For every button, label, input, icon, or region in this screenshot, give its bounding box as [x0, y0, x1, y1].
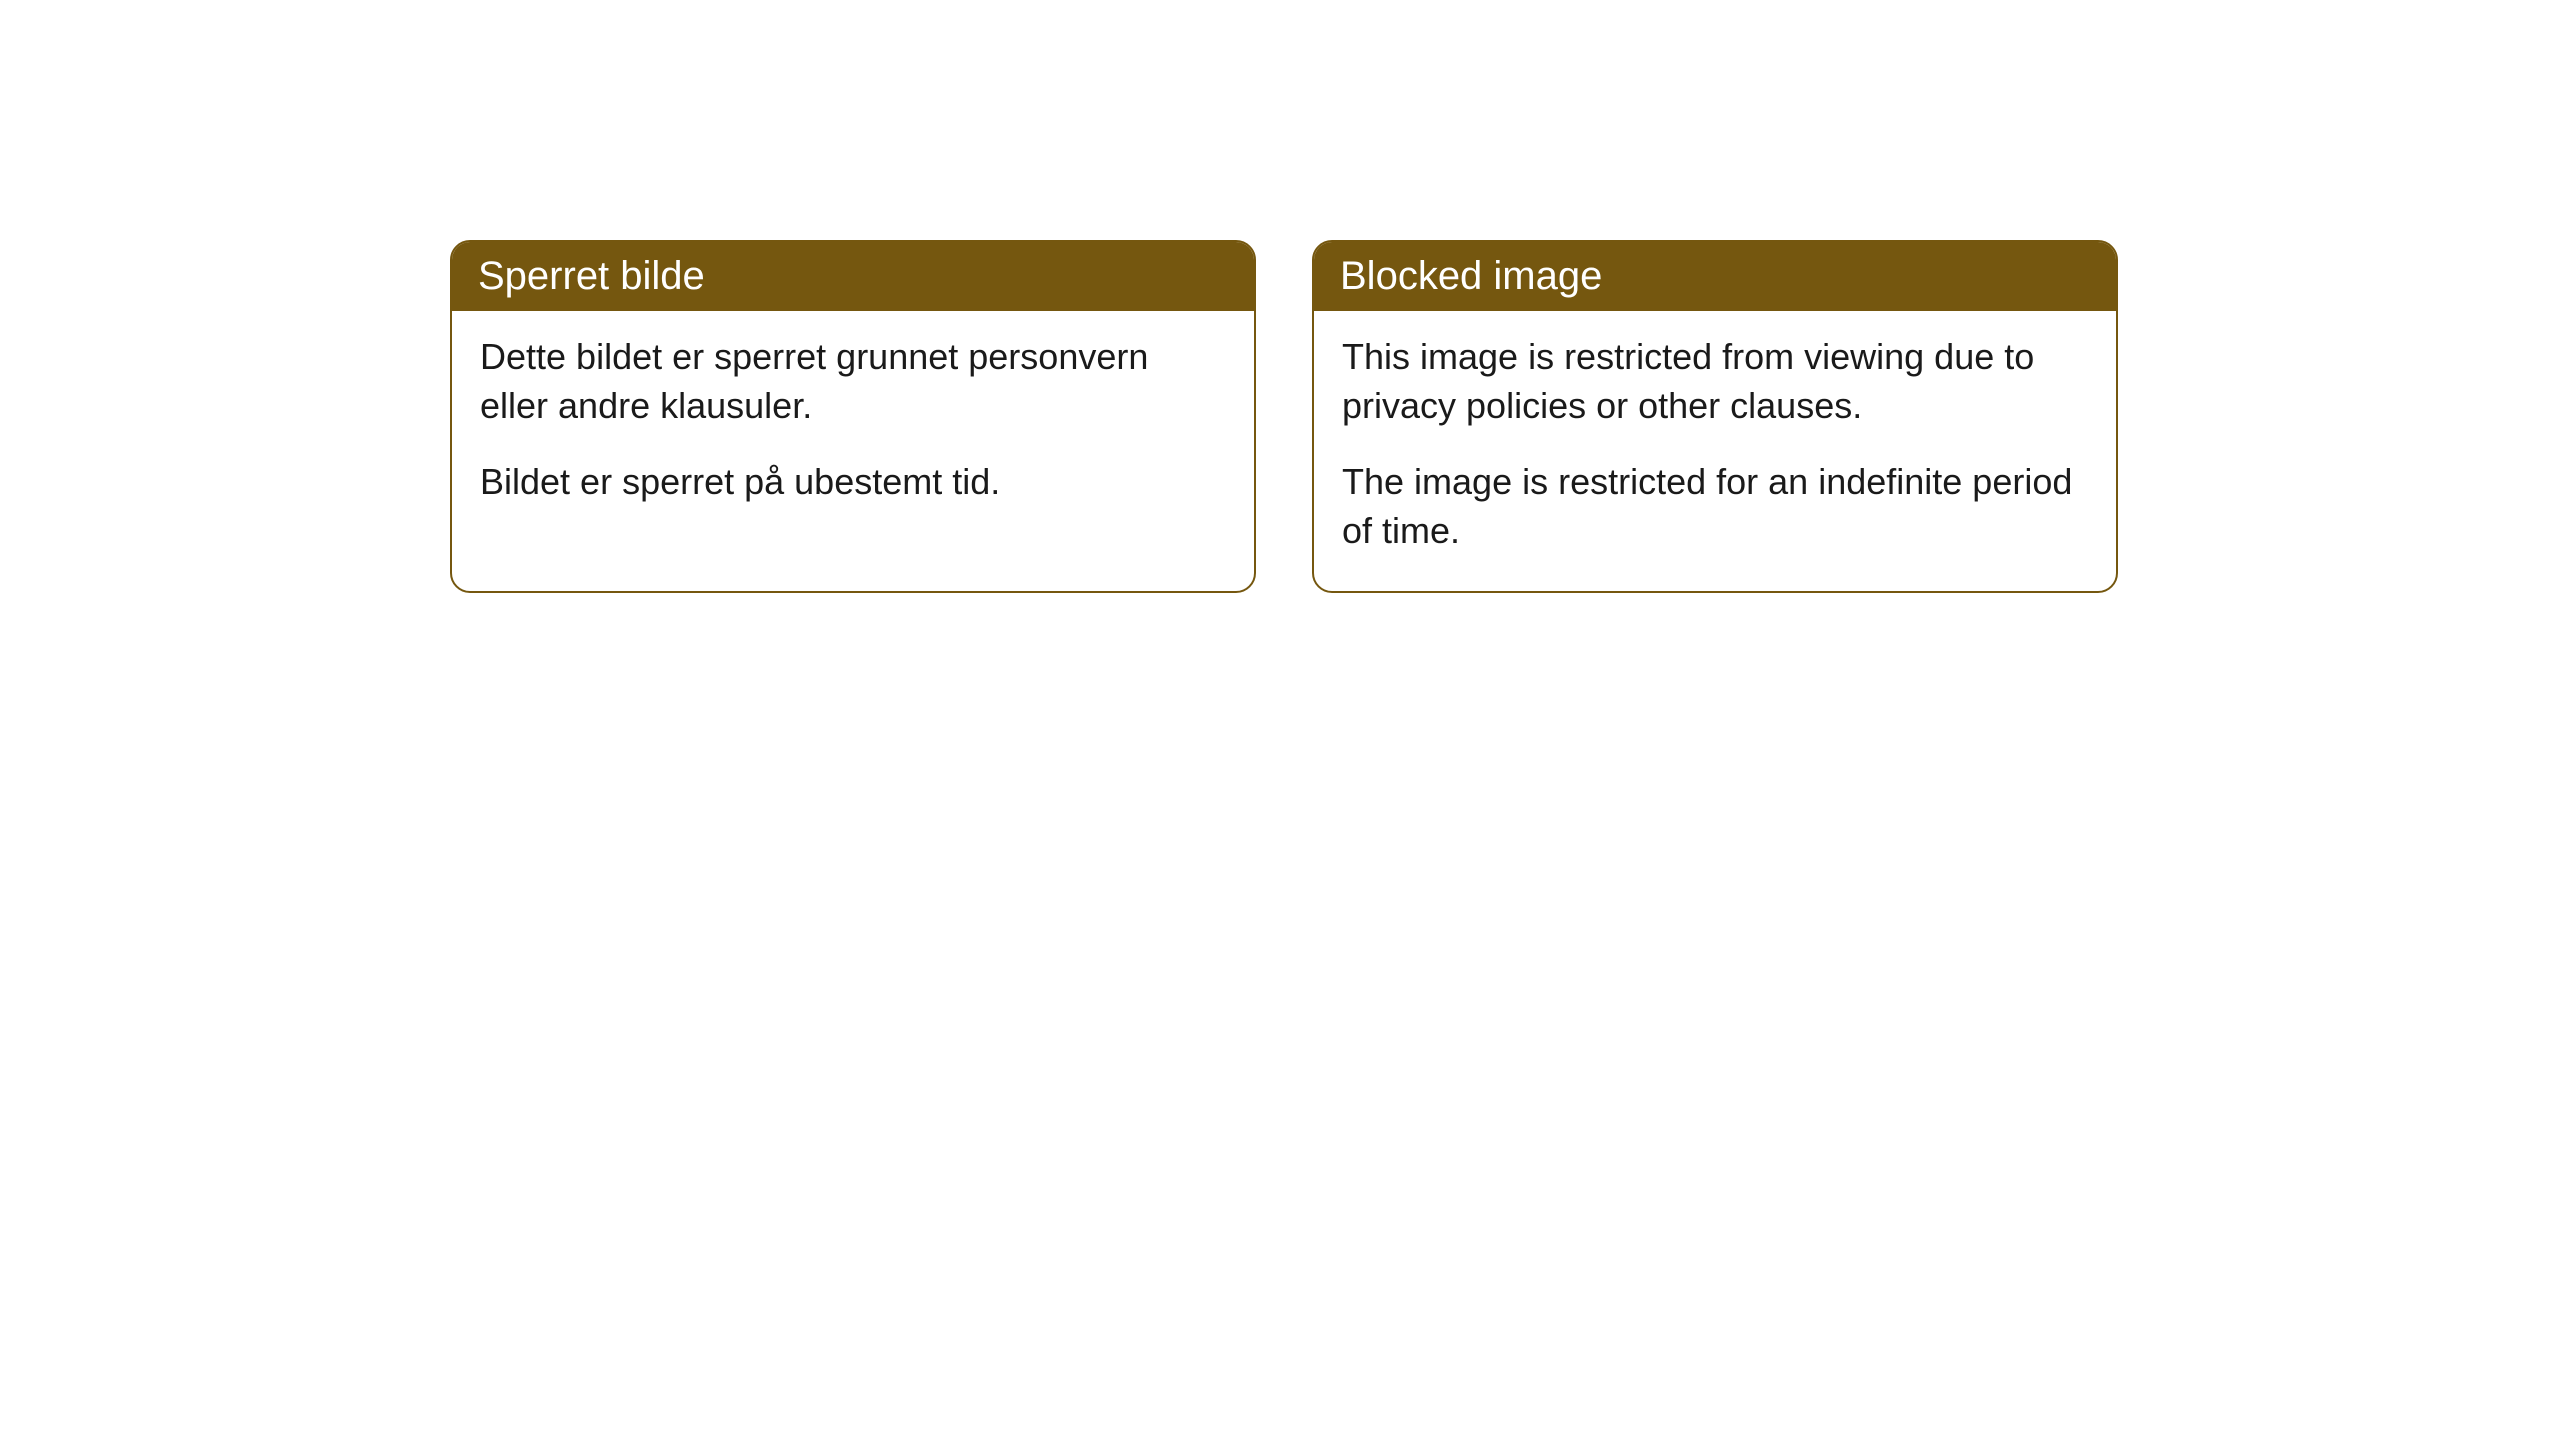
card-text-norwegian-1: Dette bildet er sperret grunnet personve… [480, 333, 1226, 430]
card-text-english-2: The image is restricted for an indefinit… [1342, 458, 2088, 555]
notice-card-norwegian: Sperret bilde Dette bildet er sperret gr… [450, 240, 1256, 593]
card-header-english: Blocked image [1314, 242, 2116, 311]
notice-cards-container: Sperret bilde Dette bildet er sperret gr… [450, 240, 2560, 593]
notice-card-english: Blocked image This image is restricted f… [1312, 240, 2118, 593]
card-text-norwegian-2: Bildet er sperret på ubestemt tid. [480, 458, 1226, 507]
card-text-english-1: This image is restricted from viewing du… [1342, 333, 2088, 430]
card-body-english: This image is restricted from viewing du… [1314, 311, 2116, 591]
card-body-norwegian: Dette bildet er sperret grunnet personve… [452, 311, 1254, 543]
card-header-norwegian: Sperret bilde [452, 242, 1254, 311]
